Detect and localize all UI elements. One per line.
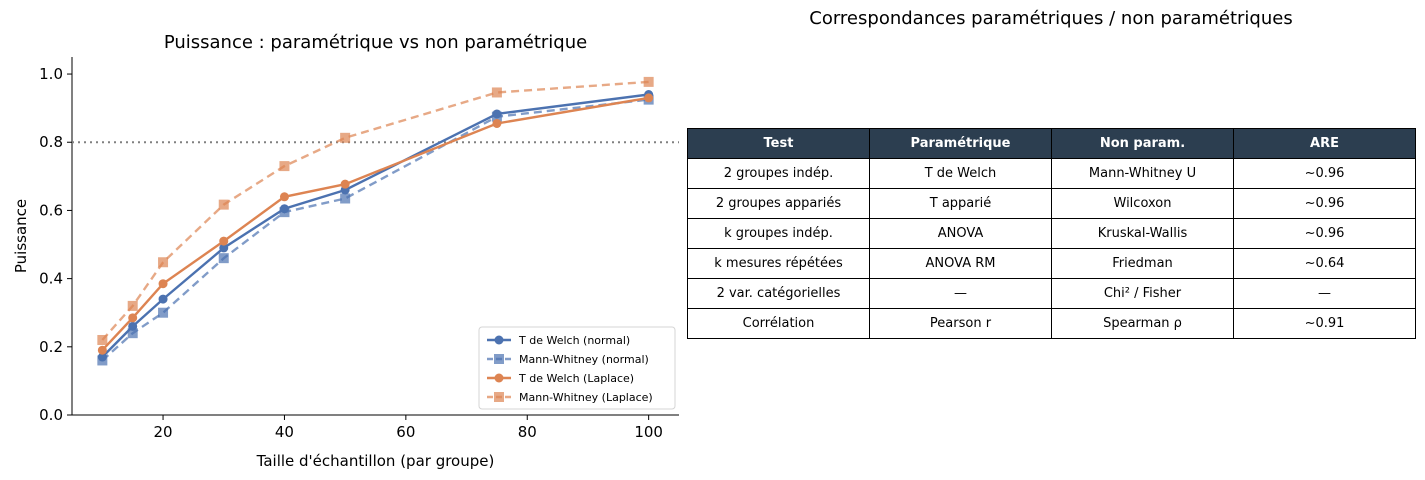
x-tick-label: 20 <box>154 423 173 441</box>
table-cell: Mann-Whitney U <box>1051 158 1234 189</box>
table-cell: Friedman <box>1051 248 1234 279</box>
table-cell: 2 groupes indép. <box>687 158 870 189</box>
header-cell: ARE <box>1233 128 1416 159</box>
table-cell: 2 var. catégorielles <box>687 278 870 309</box>
header-cell: Non param. <box>1051 128 1234 159</box>
y-tick-label: 0.8 <box>39 133 63 151</box>
table-cell: Pearson r <box>869 308 1052 339</box>
table-title: Correspondances paramétriques / non para… <box>809 8 1293 29</box>
data-point <box>127 300 138 311</box>
table-cell: 2 groupes appariés <box>687 188 870 219</box>
series-line-2 <box>101 98 649 362</box>
data-point <box>97 345 107 355</box>
table-cell: k mesures répétées <box>687 248 870 279</box>
data-point <box>158 307 169 318</box>
power-chart: Puissance : paramétrique vs non paramétr… <box>12 32 679 470</box>
data-point <box>219 236 229 246</box>
header-cell: Test <box>687 128 870 159</box>
y-tick-label: 1.0 <box>39 65 63 83</box>
table-row: 2 var. catégorielles — Chi² / Fisher — <box>687 278 1416 309</box>
table-cell: ANOVA RM <box>869 248 1052 279</box>
table-header-row: Test Paramétrique Non param. ARE <box>687 128 1416 159</box>
data-point <box>279 207 290 218</box>
data-point <box>97 334 108 345</box>
data-point <box>491 111 502 122</box>
table-cell: Wilcoxon <box>1051 188 1234 219</box>
table-cell: ANOVA <box>869 218 1052 249</box>
data-point <box>128 313 138 323</box>
legend-label: T de Welch (Laplace) <box>518 372 634 385</box>
y-tick-label: 0.6 <box>39 201 63 219</box>
legend-marker <box>494 373 504 383</box>
table-row: 2 groupes indép. T de Welch Mann-Whitney… <box>687 158 1416 189</box>
chart-title: Puissance : paramétrique vs non paramétr… <box>164 32 587 53</box>
data-point <box>279 161 290 172</box>
data-point <box>279 192 289 202</box>
data-point <box>158 257 169 268</box>
table-cell: ~0.96 <box>1233 158 1416 189</box>
table-cell: — <box>869 278 1052 309</box>
table-row: Corrélation Pearson r Spearman ρ ~0.91 <box>687 308 1416 339</box>
table-cell: Corrélation <box>687 308 870 339</box>
data-point <box>340 179 350 189</box>
data-point <box>158 279 168 289</box>
x-tick-label: 40 <box>275 423 294 441</box>
y-tick-label: 0.2 <box>39 338 63 356</box>
data-point <box>218 199 229 210</box>
data-point <box>340 132 351 143</box>
legend-box <box>478 326 676 410</box>
x-tick-label: 100 <box>634 423 663 441</box>
table-cell: — <box>1233 278 1416 309</box>
x-tick-label: 80 <box>518 423 537 441</box>
table-cell: ~0.96 <box>1233 188 1416 219</box>
table-cell: ~0.96 <box>1233 218 1416 249</box>
data-point <box>643 76 654 87</box>
legend-label: T de Welch (normal) <box>518 334 630 347</box>
data-point <box>340 193 351 204</box>
table-cell: T apparié <box>869 188 1052 219</box>
table-cell: Kruskal-Wallis <box>1051 218 1234 249</box>
table-cell: Chi² / Fisher <box>1051 278 1234 309</box>
data-point <box>158 294 168 304</box>
table-cell: k groupes indép. <box>687 218 870 249</box>
data-point <box>218 253 229 264</box>
data-point <box>127 328 138 339</box>
table-cell: Spearman ρ <box>1051 308 1234 339</box>
correspondence-table: Test Paramétrique Non param. ARE 2 group… <box>687 128 1416 339</box>
y-tick-label: 0.0 <box>39 406 63 424</box>
y-axis-label: Puissance <box>12 199 30 273</box>
table-row: 2 groupes appariés T apparié Wilcoxon ~0… <box>687 188 1416 219</box>
table-row: k mesures répétées ANOVA RM Friedman ~0.… <box>687 248 1416 279</box>
x-tick-label: 60 <box>396 423 415 441</box>
series-line-3 <box>101 96 649 352</box>
header-cell: Paramétrique <box>869 128 1052 159</box>
legend-marker <box>494 392 504 402</box>
y-tick-label: 0.4 <box>39 270 63 288</box>
data-point <box>491 87 502 98</box>
legend-label: Mann-Whitney (normal) <box>519 353 649 366</box>
series-line-4 <box>101 80 649 341</box>
series-line-1 <box>101 93 649 358</box>
legend-marker <box>494 335 504 345</box>
table-cell: ~0.91 <box>1233 308 1416 339</box>
table-row: k groupes indép. ANOVA Kruskal-Wallis ~0… <box>687 218 1416 249</box>
legend-marker <box>494 354 504 364</box>
table-cell: ~0.64 <box>1233 248 1416 279</box>
data-point <box>219 243 229 253</box>
data-point <box>492 118 502 128</box>
table-cell: T de Welch <box>869 158 1052 189</box>
data-point <box>97 355 108 366</box>
legend-label: Mann-Whitney (Laplace) <box>519 391 653 404</box>
x-axis-label: Taille d'échantillon (par groupe) <box>256 452 495 470</box>
data-point <box>644 93 654 103</box>
